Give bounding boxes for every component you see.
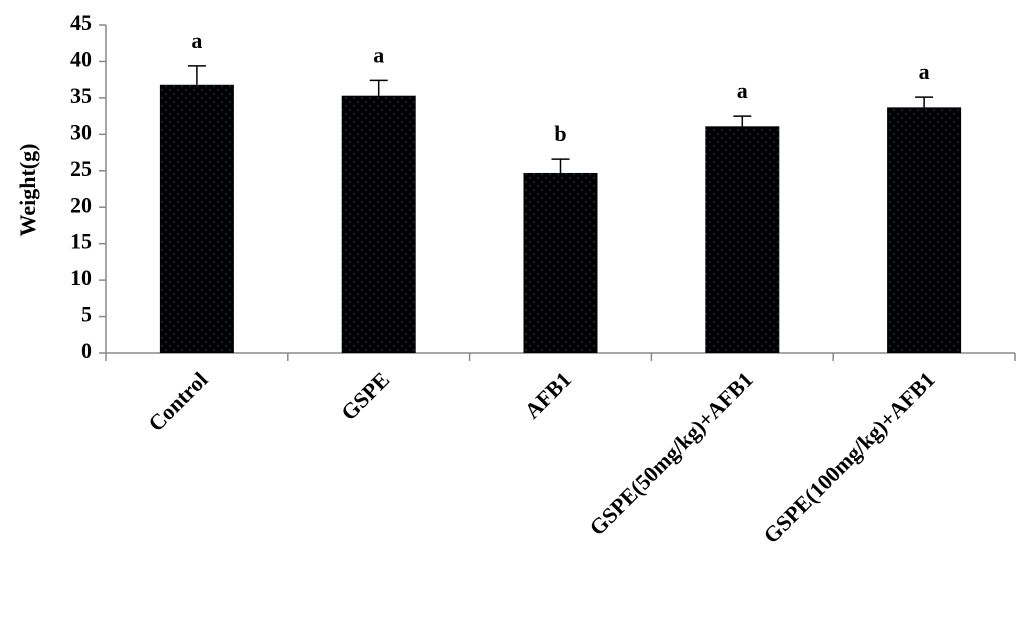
x-tick-label: Control xyxy=(143,367,212,436)
x-tick-label: AFB1 xyxy=(519,367,576,424)
y-axis-label: Weight(g) xyxy=(15,144,40,237)
bar xyxy=(341,95,416,354)
bar xyxy=(159,84,234,353)
error-bar xyxy=(551,158,570,173)
error-bar xyxy=(733,115,752,127)
significance-letter: a xyxy=(373,42,384,67)
y-tick-label: 40 xyxy=(70,46,92,71)
bar xyxy=(887,107,962,353)
x-tick-label: GSPE(100mg/kg)+AFB1 xyxy=(758,367,939,548)
y-tick-label: 35 xyxy=(70,83,92,108)
y-tick-label: 5 xyxy=(81,302,92,327)
error-bar xyxy=(369,79,388,96)
y-tick-label: 30 xyxy=(70,119,92,144)
y-tick-label: 15 xyxy=(70,229,92,254)
significance-letter: a xyxy=(919,59,930,84)
significance-letter: a xyxy=(737,78,748,103)
y-tick-label: 25 xyxy=(70,156,92,181)
significance-letter: a xyxy=(191,28,202,53)
error-bar xyxy=(915,96,934,108)
x-tick-label: GSPE xyxy=(336,367,394,425)
y-tick-label: 45 xyxy=(70,10,92,35)
bar xyxy=(705,126,780,353)
x-tick-label: GSPE(50mg/kg)+AFB1 xyxy=(584,367,757,540)
bar xyxy=(523,172,598,353)
y-tick-label: 20 xyxy=(70,192,92,217)
error-bar xyxy=(187,65,206,85)
y-tick-label: 10 xyxy=(70,265,92,290)
y-tick-label: 0 xyxy=(81,338,92,363)
significance-letter: b xyxy=(554,121,566,146)
